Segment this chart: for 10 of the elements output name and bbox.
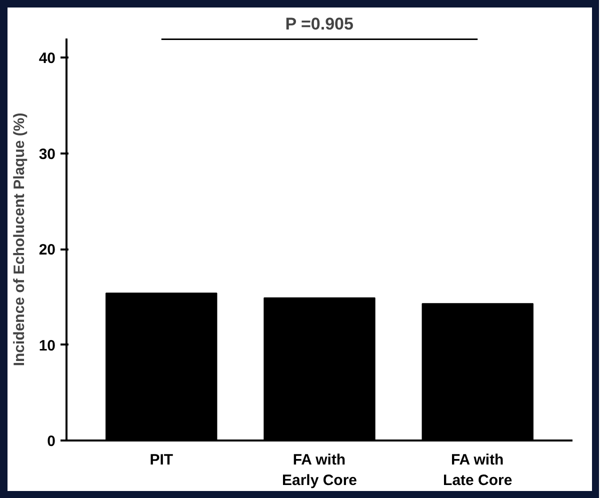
text: P =0.905	[285, 14, 354, 34]
x-tick-label: PIT	[150, 452, 174, 468]
y-axis-title: Incidence of Echolucent Plaque (%)	[10, 112, 28, 366]
x-tick-label: FA with Late Core	[443, 452, 512, 489]
y-tick-label: 20	[38, 242, 56, 259]
y-tick-label: 30	[38, 146, 56, 163]
x-tick-label: FA with Early Core	[282, 452, 358, 489]
y-tick-label: 40	[38, 50, 56, 68]
y-tick-label: 10	[38, 337, 56, 354]
y-tick-label: 0	[47, 433, 56, 450]
